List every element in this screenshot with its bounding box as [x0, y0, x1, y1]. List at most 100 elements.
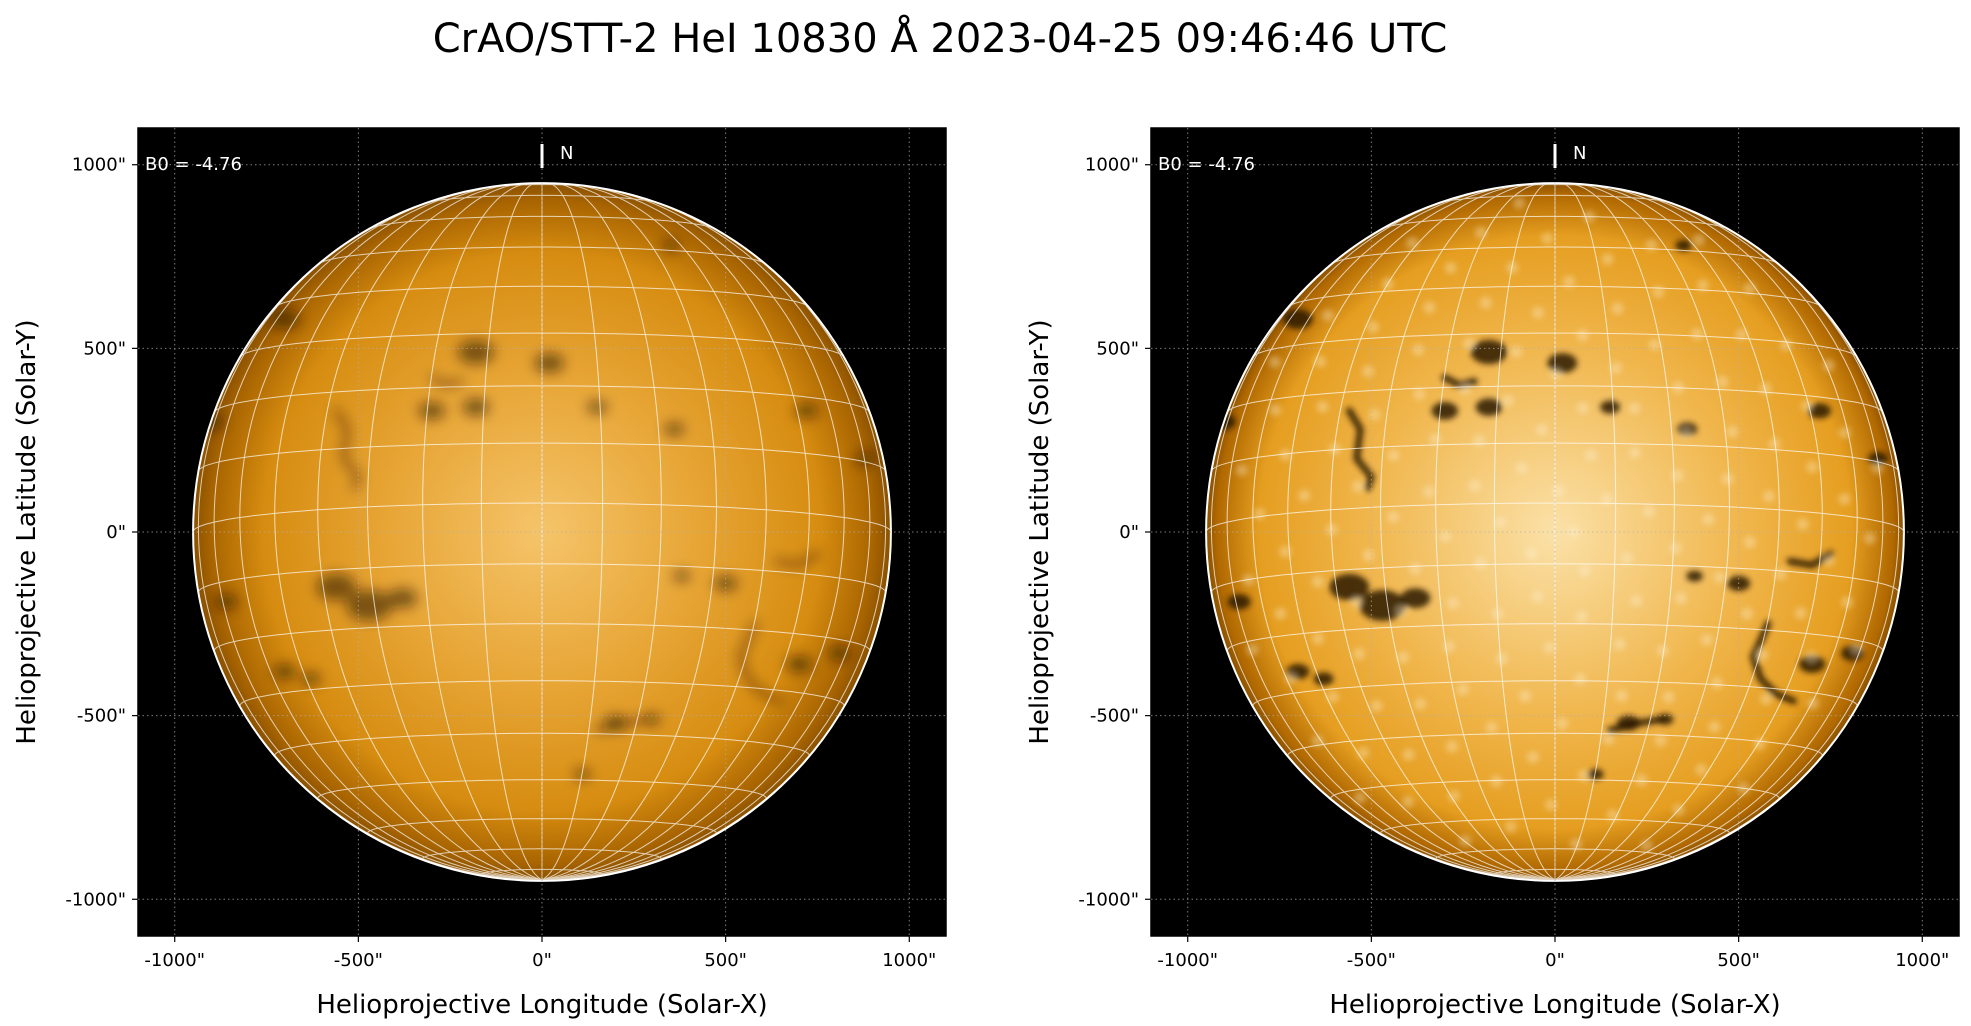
bright-network [1863, 532, 1876, 545]
meridian-line [422, 183, 543, 881]
bright-network [1490, 775, 1503, 788]
bright-network [1806, 460, 1819, 473]
bright-network [1357, 746, 1370, 759]
bright-network [1513, 197, 1526, 210]
bright-network [1613, 638, 1626, 651]
meridian-line [480, 183, 543, 881]
parallel-line [239, 680, 845, 707]
bright-network [1567, 526, 1580, 538]
bright-network [1656, 644, 1669, 657]
dark-feature [794, 403, 819, 419]
bright-network [1654, 734, 1667, 747]
bright-network [1422, 485, 1435, 498]
dark-feature [316, 573, 357, 601]
parallel-line [367, 818, 717, 834]
bright-network [1444, 261, 1457, 274]
bright-network [1563, 275, 1576, 288]
y-tick-label: 1000" [72, 155, 126, 176]
y-tick-label: 1000" [1085, 155, 1139, 176]
bright-network [1445, 740, 1458, 753]
bright-network [1353, 792, 1366, 805]
left-panel: -1000" -500" 0" 500" 1000" -1000" -500" 0" 500" 1… [12, 127, 947, 1020]
meridian-line [1554, 186, 1858, 881]
parallel-line [370, 215, 714, 229]
meridian-line [1554, 191, 1884, 881]
bright-network [1474, 556, 1487, 569]
bright-network [1823, 554, 1836, 567]
parallel-line [1493, 868, 1617, 875]
y-axis-label: Helioprojective Latitude (Solar-Y) [12, 319, 42, 744]
meridian-line [1554, 183, 1617, 881]
bright-network [1796, 518, 1809, 531]
bright-network [1456, 683, 1469, 696]
meridian-line [1493, 183, 1556, 881]
bright-network [1600, 493, 1613, 506]
bright-network [1710, 677, 1723, 690]
dark-feature [662, 240, 679, 252]
bright-network [1768, 437, 1781, 450]
meridian-line [1554, 216, 1900, 881]
meridian-line [1554, 183, 1731, 881]
parallel-line [274, 732, 810, 756]
bright-network [1841, 596, 1854, 609]
bright-network [1576, 329, 1589, 342]
bright-network [1871, 461, 1884, 474]
x-tick-label: -1000" [1157, 950, 1218, 971]
x-axis-label: Helioprojective Longitude (Solar-X) [316, 990, 767, 1020]
dark-feature [1227, 594, 1251, 610]
bright-network [1325, 523, 1338, 536]
bright-network [1350, 596, 1363, 609]
bright-network [1576, 402, 1589, 415]
x-tick-label: 500" [704, 950, 747, 971]
x-tick-label: 1000" [882, 950, 936, 971]
dark-features [1212, 197, 1889, 852]
bright-network [1479, 296, 1492, 309]
dark-feature [534, 353, 565, 373]
bright-network [1459, 383, 1472, 396]
meridian-line [317, 184, 543, 881]
bright-network [1328, 443, 1341, 456]
x-tick-label: -500" [334, 950, 383, 971]
bright-network [1485, 721, 1498, 734]
bright-network [1362, 365, 1375, 378]
meridian-line [1554, 184, 1823, 881]
bright-network [1531, 306, 1544, 319]
bright-network [1741, 607, 1754, 620]
bright-network [1494, 516, 1507, 529]
parallel-line [240, 332, 844, 357]
parallel-line [1439, 194, 1671, 204]
figure-title: CrAO/STT-2 HeI 10830 Å 2023-04-25 09:46:… [433, 14, 1448, 62]
meridian-line [1210, 216, 1556, 881]
filament [774, 551, 820, 568]
meridian-line [1226, 191, 1556, 881]
bright-network [1630, 594, 1643, 607]
bright-network [1501, 394, 1514, 407]
filament [737, 621, 784, 704]
meridian-line [1554, 184, 1780, 881]
dark-feature [855, 451, 876, 466]
panels: -1000" -500" 0" 500" 1000" -1000" -500" 0" 500" 1… [12, 127, 1960, 1020]
parallel-line [426, 194, 658, 204]
bright-network [1708, 721, 1721, 734]
bright-network [1555, 717, 1568, 730]
bright-network [1439, 530, 1452, 543]
bright-network [1543, 641, 1556, 654]
dark-feature [643, 713, 661, 725]
bright-network [1760, 692, 1773, 705]
filament [333, 408, 362, 491]
bright-network [1756, 648, 1769, 661]
bright-network [1578, 564, 1591, 577]
meridian-line [1379, 183, 1556, 881]
y-axis-label: Helioprojective Latitude (Solar-Y) [1025, 319, 1055, 744]
bright-network [1235, 464, 1248, 477]
dark-feature [462, 398, 490, 416]
bright-network [1526, 751, 1539, 764]
filament [429, 375, 464, 388]
meridian-line [1287, 184, 1556, 881]
parallel-line [1330, 779, 1780, 799]
bright-network [1253, 507, 1266, 520]
bright-network [1611, 302, 1624, 315]
bright-network [1838, 492, 1851, 505]
dark-feature [457, 339, 495, 365]
bright-network [1743, 536, 1756, 549]
